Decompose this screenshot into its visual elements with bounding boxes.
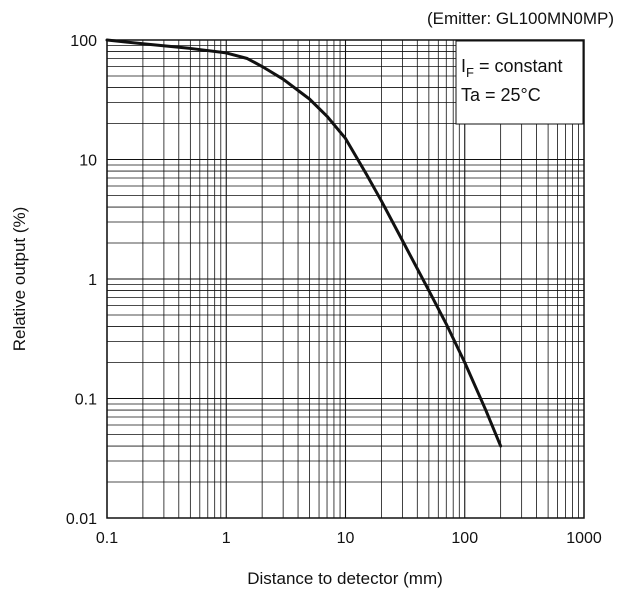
series-line-0 xyxy=(105,38,503,448)
x-tick-labels: 0.1 1 10 100 1000 xyxy=(96,530,602,547)
if-text: = constant xyxy=(474,56,563,76)
x-tick-label: 10 xyxy=(337,530,355,547)
y-axis-label: Relative output (%) xyxy=(10,207,29,352)
x-axis-label: Distance to detector (mm) xyxy=(247,569,443,588)
emitter-note: (Emitter: GL100MN0MP) xyxy=(427,9,614,28)
x-tick-label: 100 xyxy=(451,530,478,547)
conditions-box-bg xyxy=(455,40,584,125)
plot-frame xyxy=(106,39,585,519)
y-tick-labels: 0.01 0.1 1 10 100 xyxy=(66,33,97,528)
if-subscript: F xyxy=(466,65,474,80)
if-condition: IF = constant xyxy=(461,56,563,80)
conditions-box: IF = constant Ta = 25°C xyxy=(455,40,584,125)
if-symbol: I xyxy=(461,56,466,76)
grid xyxy=(106,40,584,519)
ta-condition: Ta = 25°C xyxy=(461,85,541,105)
y-tick-label: 10 xyxy=(79,153,97,170)
x-tick-label: 0.1 xyxy=(96,530,118,547)
x-tick-label: 1 xyxy=(222,530,231,547)
y-tick-label: 100 xyxy=(70,33,97,50)
y-tick-label: 0.01 xyxy=(66,511,97,528)
series-group xyxy=(105,38,503,448)
x-tick-label: 1000 xyxy=(566,530,602,547)
y-tick-label: 0.1 xyxy=(75,392,97,409)
y-tick-label: 1 xyxy=(88,272,97,289)
